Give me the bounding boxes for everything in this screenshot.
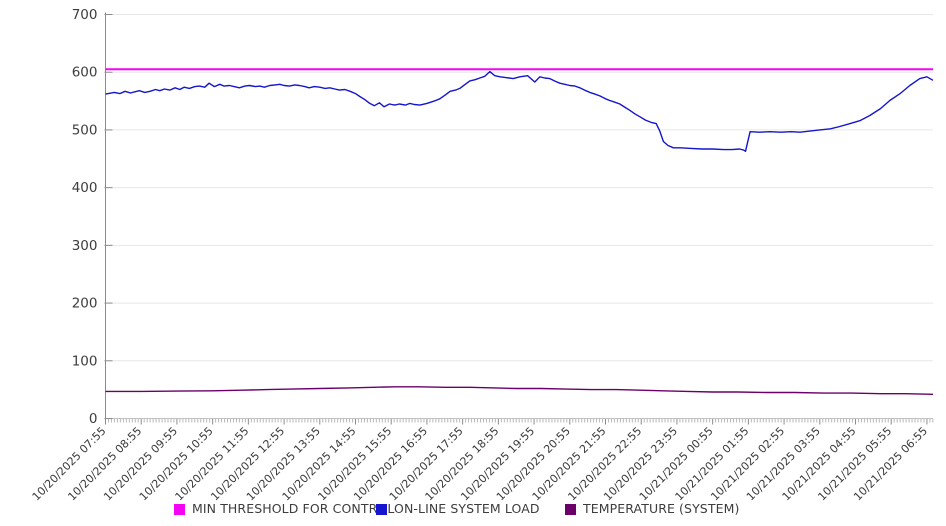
- y-tick-label-100: 100: [72, 353, 98, 369]
- legend-item-system-load: ON-LINE SYSTEM LOAD: [376, 499, 540, 518]
- legend-swatch-system-load: [376, 504, 387, 515]
- y-tick-label-300: 300: [72, 238, 98, 254]
- legend-swatch-temperature: [565, 504, 576, 515]
- y-tick-label-600: 600: [72, 65, 98, 81]
- legend-label-min-threshold: MIN THRESHOLD FOR CONTROL: [192, 501, 395, 516]
- y-tick-label-0: 0: [89, 411, 98, 427]
- y-tick-label-700: 700: [72, 7, 98, 23]
- legend-label-temperature: TEMPERATURE (SYSTEM): [583, 501, 740, 516]
- legend-item-min-threshold: MIN THRESHOLD FOR CONTROL: [174, 499, 394, 518]
- y-tick-label-400: 400: [72, 180, 98, 196]
- y-tick-label-500: 500: [72, 122, 98, 138]
- y-tick-label-200: 200: [72, 296, 98, 312]
- series-line-temperature-system: [105, 386, 934, 395]
- legend-item-temperature: TEMPERATURE (SYSTEM): [565, 499, 739, 518]
- legend-swatch-min-threshold: [174, 504, 185, 515]
- series-line-on-line-system-load: [105, 70, 934, 152]
- legend-label-system-load: ON-LINE SYSTEM LOAD: [394, 501, 540, 516]
